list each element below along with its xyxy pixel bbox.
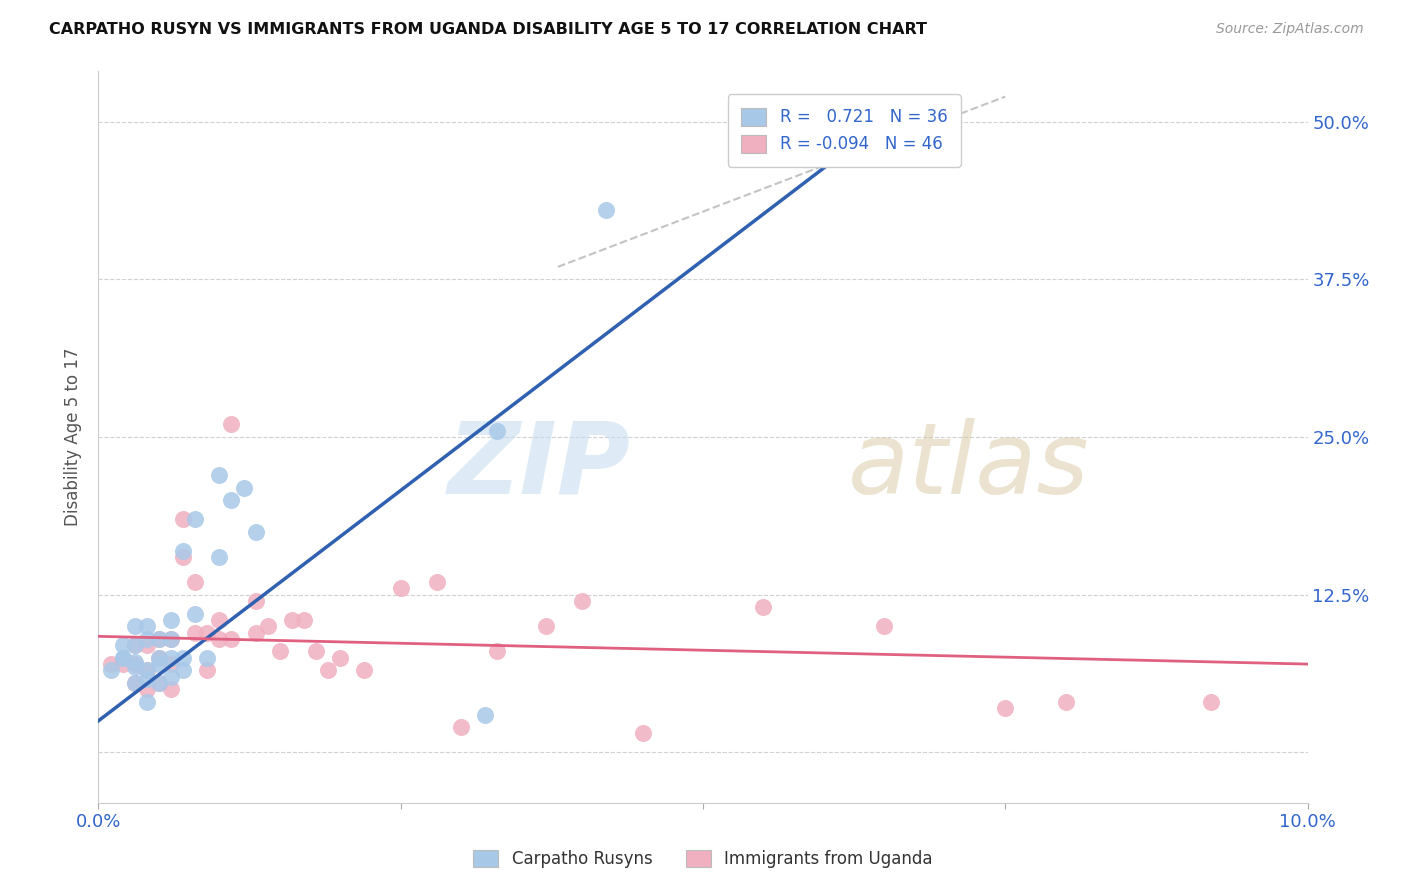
Point	[1199, 695, 1222, 709]
Point	[124, 676, 146, 690]
Point	[752, 600, 775, 615]
Point	[184, 575, 207, 590]
Point	[124, 676, 146, 690]
Point	[160, 657, 183, 671]
Point	[994, 701, 1017, 715]
Point	[245, 524, 267, 539]
Point	[160, 632, 183, 646]
Point	[111, 638, 134, 652]
Point	[329, 650, 352, 665]
Point	[148, 650, 170, 665]
Point	[232, 481, 254, 495]
Point	[571, 594, 593, 608]
Point	[208, 632, 231, 646]
Point	[281, 613, 304, 627]
Point	[148, 650, 170, 665]
Point	[256, 619, 278, 633]
Point	[221, 632, 243, 646]
Point	[172, 512, 194, 526]
Point	[631, 726, 654, 740]
Point	[221, 493, 243, 508]
Point	[195, 625, 218, 640]
Point	[160, 632, 183, 646]
Point	[124, 655, 146, 669]
Point	[135, 638, 157, 652]
Point	[208, 549, 231, 564]
Point	[595, 203, 617, 218]
Text: CARPATHO RUSYN VS IMMIGRANTS FROM UGANDA DISABILITY AGE 5 TO 17 CORRELATION CHAR: CARPATHO RUSYN VS IMMIGRANTS FROM UGANDA…	[49, 22, 927, 37]
Y-axis label: Disability Age 5 to 17: Disability Age 5 to 17	[65, 348, 83, 526]
Point	[148, 676, 170, 690]
Point	[195, 650, 218, 665]
Point	[221, 417, 243, 432]
Point	[160, 650, 183, 665]
Point	[135, 632, 157, 646]
Point	[316, 664, 339, 678]
Text: Source: ZipAtlas.com: Source: ZipAtlas.com	[1216, 22, 1364, 37]
Point	[111, 657, 134, 671]
Point	[208, 613, 231, 627]
Point	[172, 549, 194, 564]
Point	[534, 619, 557, 633]
Point	[426, 575, 449, 590]
Point	[111, 650, 134, 665]
Point	[184, 512, 207, 526]
Legend: Carpatho Rusyns, Immigrants from Uganda: Carpatho Rusyns, Immigrants from Uganda	[467, 844, 939, 875]
Point	[353, 664, 375, 678]
Text: atlas: atlas	[848, 417, 1090, 515]
Point	[135, 682, 157, 697]
Point	[148, 676, 170, 690]
Point	[1054, 695, 1077, 709]
Point	[100, 664, 122, 678]
Point	[450, 720, 472, 734]
Point	[184, 625, 207, 640]
Point	[160, 682, 183, 697]
Point	[208, 467, 231, 482]
Point	[269, 644, 291, 658]
Point	[124, 659, 146, 673]
Point	[160, 670, 183, 684]
Point	[124, 657, 146, 671]
Point	[195, 664, 218, 678]
Point	[100, 657, 122, 671]
Point	[292, 613, 315, 627]
Text: ZIP: ZIP	[447, 417, 630, 515]
Point	[148, 657, 170, 671]
Point	[474, 707, 496, 722]
Point	[148, 632, 170, 646]
Point	[124, 638, 146, 652]
Point	[124, 638, 146, 652]
Point	[389, 582, 412, 596]
Point	[111, 650, 134, 665]
Point	[124, 619, 146, 633]
Point	[873, 619, 896, 633]
Point	[135, 672, 157, 686]
Point	[245, 594, 267, 608]
Point	[135, 664, 157, 678]
Point	[160, 613, 183, 627]
Point	[184, 607, 207, 621]
Point	[148, 632, 170, 646]
Point	[135, 695, 157, 709]
Point	[172, 543, 194, 558]
Point	[172, 664, 194, 678]
Point	[245, 625, 267, 640]
Point	[135, 664, 157, 678]
Point	[135, 619, 157, 633]
Point	[486, 424, 509, 438]
Point	[305, 644, 328, 658]
Point	[172, 650, 194, 665]
Point	[486, 644, 509, 658]
